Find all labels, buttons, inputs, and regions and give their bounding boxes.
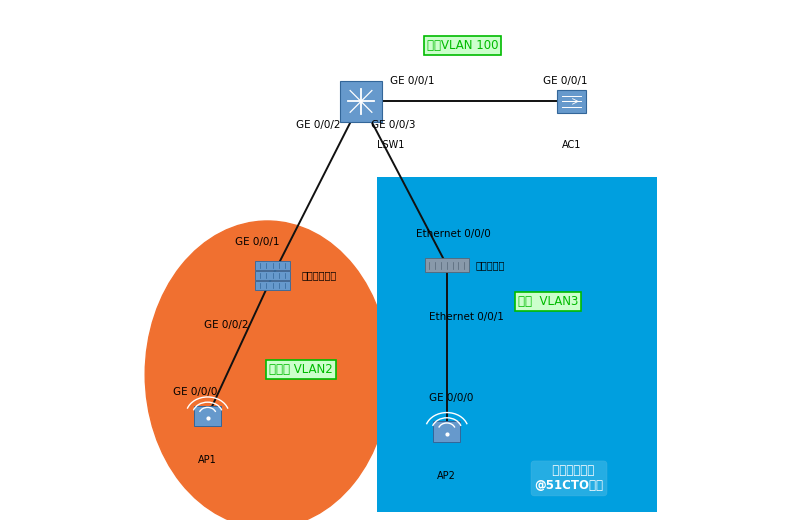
Text: GE 0/0/3: GE 0/0/3	[371, 120, 416, 129]
Text: GE 0/0/2: GE 0/0/2	[204, 320, 248, 330]
FancyBboxPatch shape	[194, 406, 221, 426]
Text: Ethernet 0/0/1: Ethernet 0/0/1	[429, 312, 503, 322]
FancyBboxPatch shape	[255, 262, 290, 270]
FancyBboxPatch shape	[558, 89, 586, 113]
FancyBboxPatch shape	[434, 421, 460, 442]
FancyBboxPatch shape	[425, 258, 469, 272]
Text: GE 0/0/0: GE 0/0/0	[429, 393, 473, 402]
Ellipse shape	[146, 221, 390, 520]
Text: 可配置交换机: 可配置交换机	[302, 270, 337, 281]
Text: GE 0/0/0: GE 0/0/0	[173, 387, 217, 397]
FancyBboxPatch shape	[340, 81, 382, 122]
Text: AP2: AP2	[438, 471, 456, 480]
FancyBboxPatch shape	[255, 271, 290, 280]
Text: AC1: AC1	[562, 140, 582, 150]
Text: 网络之路博客
@51CTO博客: 网络之路博客 @51CTO博客	[534, 464, 603, 492]
Text: 傻瓜交换机: 傻瓜交换机	[475, 260, 505, 270]
FancyBboxPatch shape	[255, 281, 290, 290]
Text: Ethernet 0/0/0: Ethernet 0/0/0	[416, 229, 490, 239]
Text: GE 0/0/1: GE 0/0/1	[543, 76, 587, 86]
Text: 管理VLAN 100: 管理VLAN 100	[426, 40, 498, 53]
Text: AP1: AP1	[198, 455, 217, 465]
FancyBboxPatch shape	[377, 177, 658, 512]
Text: GE 0/0/2: GE 0/0/2	[296, 120, 340, 129]
Text: 办公网 VLAN2: 办公网 VLAN2	[270, 363, 333, 375]
Text: LSW1: LSW1	[377, 140, 404, 150]
Text: 监控  VLAN3: 监控 VLAN3	[518, 295, 578, 308]
Text: GE 0/0/1: GE 0/0/1	[235, 237, 279, 246]
Text: GE 0/0/1: GE 0/0/1	[390, 76, 434, 86]
